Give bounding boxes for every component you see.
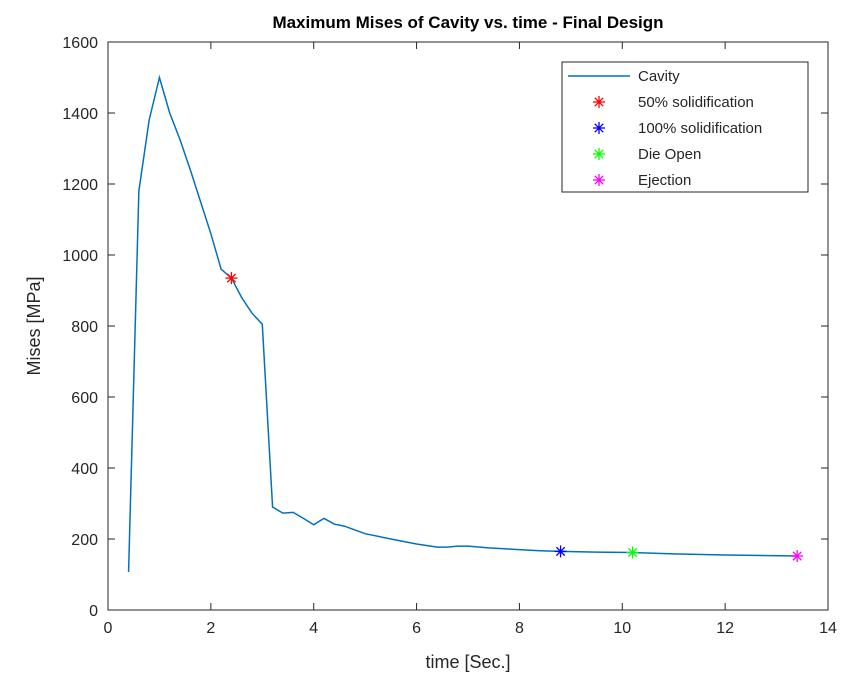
marker-stroke — [594, 123, 604, 133]
x-axis-label: time [Sec.] — [425, 652, 510, 672]
legend-label: Die Open — [638, 146, 701, 163]
legend-marker — [593, 148, 605, 160]
marker-point — [626, 546, 639, 559]
marker-point — [791, 550, 804, 563]
marker-point — [554, 545, 567, 558]
legend-label: Ejection — [638, 172, 691, 189]
y-axis-label: Mises [MPa] — [24, 276, 44, 375]
y-tick-label: 0 — [89, 603, 98, 620]
legend-label: Cavity — [638, 68, 680, 85]
legend-marker — [593, 96, 605, 108]
marker-stroke — [594, 97, 604, 107]
y-tick-label: 1600 — [62, 35, 98, 52]
x-tick-label: 6 — [412, 620, 421, 637]
series-layer — [127, 74, 804, 573]
marker-stroke — [627, 547, 638, 558]
x-tick-label: 4 — [309, 620, 318, 637]
x-tick-label: 12 — [716, 620, 734, 637]
x-tick-label: 10 — [613, 620, 631, 637]
y-tick-label: 1400 — [62, 106, 98, 123]
y-tick-label: 1000 — [62, 248, 98, 265]
legend-marker — [593, 122, 605, 134]
x-tick-label: 8 — [515, 620, 524, 637]
x-tick-label: 14 — [819, 620, 837, 637]
x-tick-label: 0 — [104, 620, 113, 637]
marker-stroke — [594, 175, 604, 185]
y-tick-label: 400 — [71, 461, 98, 478]
marker-stroke — [792, 551, 802, 561]
y-tick-label: 800 — [71, 319, 98, 336]
series-line-cavity — [127, 74, 798, 573]
legend-label: 50% solidification — [638, 94, 754, 111]
marker-stroke — [594, 149, 604, 159]
y-tick-label: 1200 — [62, 177, 98, 194]
legend-label: 100% solidification — [638, 120, 762, 137]
x-axis: 0 2 4 6 8 10 12 14 — [104, 42, 837, 637]
y-axis: 0 200 400 600 800 1000 1200 1400 1600 — [62, 35, 828, 620]
marker-point — [225, 272, 238, 285]
legend-box — [561, 61, 809, 193]
y-tick-label: 200 — [71, 532, 98, 549]
marker-stroke — [555, 546, 566, 557]
x-tick-label: 2 — [206, 620, 215, 637]
marker-stroke — [226, 273, 237, 283]
legend: Cavity 50% solidification 100% solidificat… — [561, 61, 809, 193]
chart-title: Maximum Mises of Cavity vs. time - Final… — [272, 13, 663, 32]
legend-marker — [593, 174, 605, 186]
y-tick-label: 600 — [71, 390, 98, 407]
